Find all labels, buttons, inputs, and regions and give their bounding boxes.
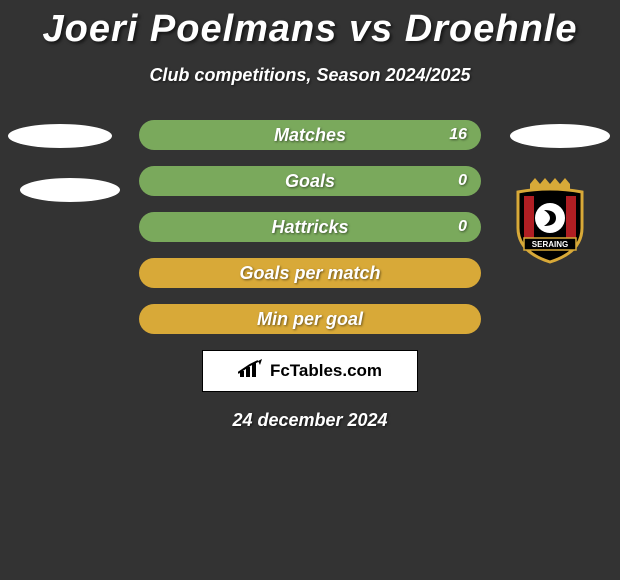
stat-bar-min-per-goal: Min per goal xyxy=(139,304,481,334)
page-title: Joeri Poelmans vs Droehnle xyxy=(0,0,620,51)
placeholder-ellipse-top-right xyxy=(510,124,610,148)
placeholder-ellipse-top-left xyxy=(8,124,112,148)
club-crest-seraing: SERAING xyxy=(500,178,600,264)
date-text: 24 december 2024 xyxy=(0,410,620,431)
stat-value: 16 xyxy=(449,126,467,144)
stat-label: Min per goal xyxy=(257,309,363,330)
stat-label: Hattricks xyxy=(271,217,348,238)
subtitle: Club competitions, Season 2024/2025 xyxy=(0,65,620,86)
stat-bar-hattricks: Hattricks 0 xyxy=(139,212,481,242)
stat-value: 0 xyxy=(458,218,467,236)
stat-value: 0 xyxy=(458,172,467,190)
svg-text:SERAING: SERAING xyxy=(532,240,568,249)
branding-box: FcTables.com xyxy=(202,350,418,392)
stat-bar-matches: Matches 16 xyxy=(139,120,481,150)
placeholder-ellipse-mid-left xyxy=(20,178,120,202)
branding-text: FcTables.com xyxy=(270,361,382,381)
stat-label: Goals per match xyxy=(239,263,380,284)
bar-chart-icon xyxy=(238,359,264,384)
stat-row: Min per goal xyxy=(0,304,620,334)
stat-bar-goals-per-match: Goals per match xyxy=(139,258,481,288)
stat-label: Goals xyxy=(285,171,335,192)
stat-label: Matches xyxy=(274,125,346,146)
stat-bar-goals: Goals 0 xyxy=(139,166,481,196)
